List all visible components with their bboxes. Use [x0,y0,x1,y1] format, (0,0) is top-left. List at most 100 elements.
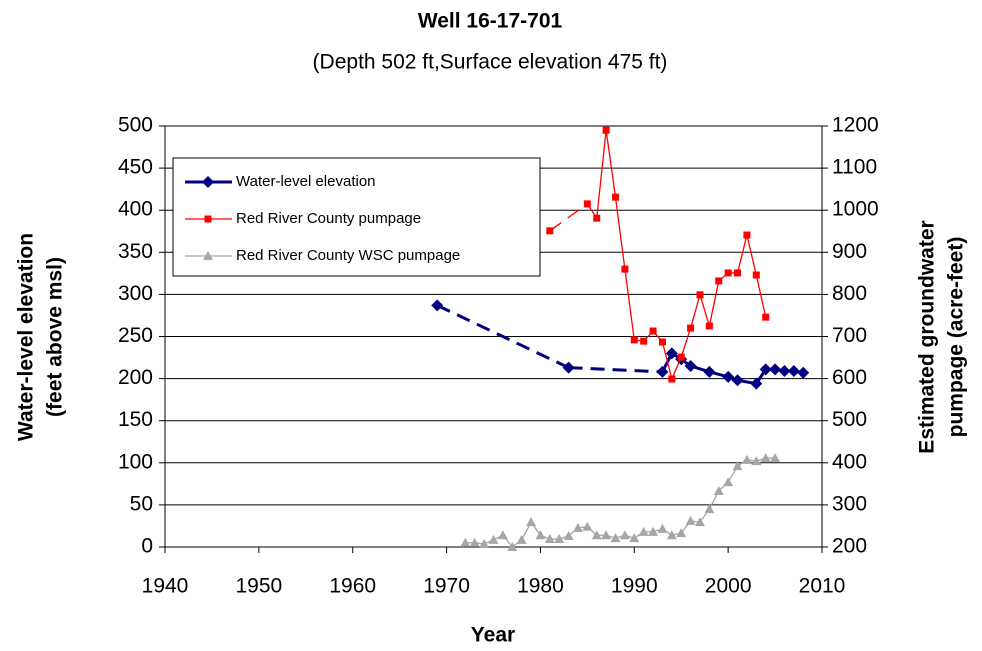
y-axis-title: (feet above msl) [44,257,67,417]
marker [202,176,214,188]
marker [741,454,752,464]
x-tick-label: 1940 [142,575,189,598]
chart-subtitle: (Depth 502 ft,Surface elevation 475 ft) [313,51,668,74]
marker [665,347,678,360]
marker [722,370,735,383]
marker [583,200,591,208]
marker [732,461,743,471]
y-tick-label: 50 [130,492,153,515]
line-segment [596,130,607,219]
marker [734,269,742,277]
y2-axis-title: pumpage (acre-feet) [945,237,968,438]
x-tick-label: 1970 [423,575,470,598]
marker [554,534,565,544]
y-tick-label: 300 [118,282,153,305]
y2-tick-label: 500 [832,408,867,431]
chart-title: Well 16-17-701 [418,10,563,33]
marker [694,517,705,527]
marker [640,337,648,345]
marker [479,539,490,549]
marker [778,365,791,378]
marker [649,327,657,335]
y-tick-label: 400 [118,198,153,221]
y-tick-label: 200 [118,366,153,389]
marker [591,530,602,540]
x-tick-label: 2010 [799,575,846,598]
legend-box [172,157,541,277]
series [546,126,770,383]
x-tick-label: 1990 [611,575,658,598]
marker [621,265,629,273]
x-axis-title: Year [471,624,515,647]
x-tick-label: 1980 [517,575,564,598]
line-segment [436,303,570,370]
marker [562,361,575,374]
y-tick-label: 450 [118,156,153,179]
marker [657,523,668,533]
legend-label: Red River County pumpage [236,210,421,227]
marker [431,299,444,312]
marker [713,486,724,496]
marker [593,214,601,222]
y2-axis-title: Estimated groundwater [916,220,939,453]
marker [703,365,716,378]
marker [204,215,212,223]
y2-tick-label: 400 [832,450,867,473]
x-tick-label: 2000 [705,575,752,598]
line-segment [549,203,588,232]
marker [656,365,669,378]
marker [516,534,527,544]
marker [488,534,499,544]
marker [203,251,213,260]
line-segment [671,356,682,380]
marker [723,477,734,487]
line-segment [699,294,710,327]
marker [770,453,781,463]
line-segment [708,280,720,327]
marker [762,313,770,321]
marker [497,530,508,540]
y-axis-title: Water-level elevation [15,233,38,441]
marker [731,374,744,387]
marker [572,523,583,533]
marker [759,363,772,376]
y2-tick-label: 1000 [832,198,879,221]
marker [469,537,480,547]
marker [612,193,620,201]
marker [704,504,715,514]
marker [544,534,555,544]
x-tick-label: 1960 [329,575,376,598]
marker [507,542,518,551]
marker [602,126,610,134]
marker [724,269,732,277]
x-tick-label: 1950 [235,575,282,598]
marker [668,375,676,383]
marker [648,526,659,536]
marker [629,533,640,543]
line-segment [605,130,617,198]
marker [696,291,704,299]
marker [676,528,687,538]
marker [666,530,677,540]
marker [760,453,771,463]
y2-tick-label: 1100 [832,156,877,179]
marker [460,537,471,547]
marker [743,231,751,239]
line-segment [755,274,767,318]
line-segment [680,327,692,358]
line-segment [736,234,748,274]
marker [610,533,621,543]
marker [752,271,760,279]
marker [687,324,695,332]
marker [658,338,666,346]
line-segment [568,366,663,374]
line-segment [746,234,757,276]
marker [677,353,685,361]
line-segment [614,197,626,270]
marker [705,322,713,330]
marker [582,521,593,531]
y2-tick-label: 900 [832,240,867,263]
marker [526,517,537,527]
marker [751,456,762,466]
